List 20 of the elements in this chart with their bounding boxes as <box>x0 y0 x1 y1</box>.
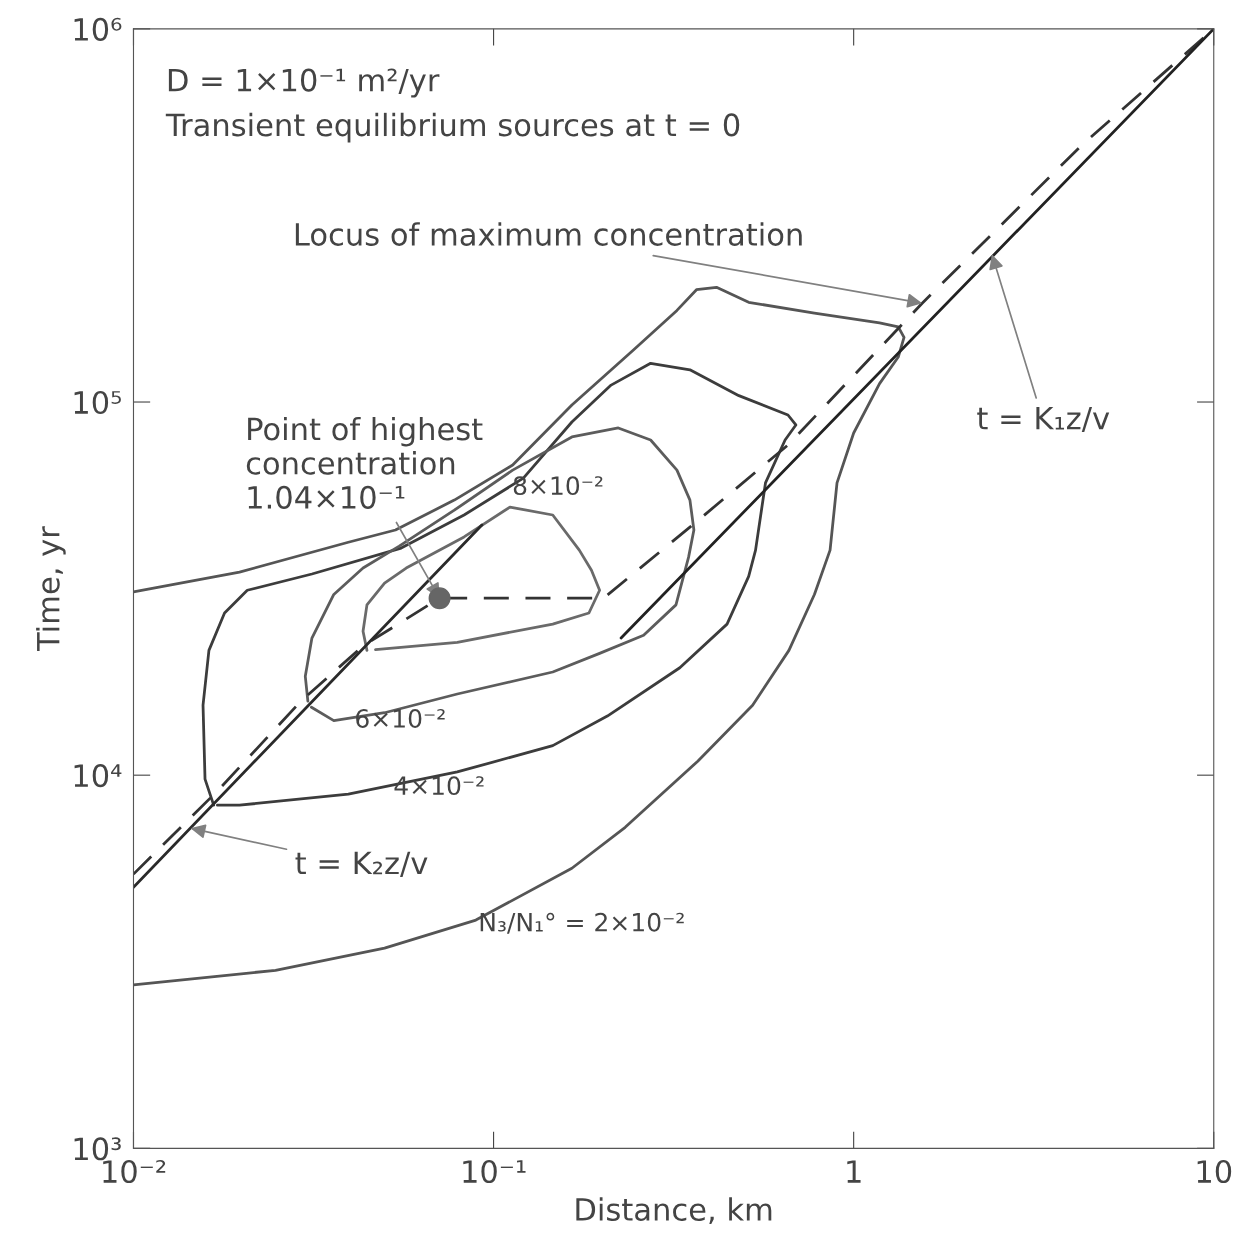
annotation: t = K₂z/v <box>295 851 428 877</box>
annotation: t = K₁z/v <box>977 407 1110 433</box>
x-axis-title: Distance, km <box>576 1197 772 1225</box>
y-tick-label: 10³ <box>74 1137 121 1161</box>
annotation: D = 1×10⁻¹ m²/yr <box>168 68 440 98</box>
annotation: Transient equilibrium sources at t = 0 <box>165 112 740 143</box>
x-tick-label: 10⁻² <box>103 1159 166 1184</box>
x-tick-label: 10⁻¹ <box>463 1159 526 1184</box>
y-tick-label: 10⁵ <box>74 390 121 415</box>
annotation: Point of highest concentration 1.04×10⁻¹ <box>246 416 483 509</box>
x-tick-label: 1 <box>847 1160 861 1183</box>
annotation: 4×10⁻² <box>394 776 484 796</box>
y-axis-title: Time, yr <box>36 526 66 652</box>
annotation: N₃/N₁° = 2×10⁻² <box>480 912 684 934</box>
annotation: 8×10⁻² <box>513 476 603 496</box>
annotation: 6×10⁻² <box>356 709 445 728</box>
y-tick-label: 10⁶ <box>74 17 122 41</box>
y-tick-label: 10⁴ <box>74 764 122 788</box>
annotation: Locus of maximum concentration <box>295 222 802 246</box>
x-tick-label: 10 <box>1197 1159 1232 1184</box>
